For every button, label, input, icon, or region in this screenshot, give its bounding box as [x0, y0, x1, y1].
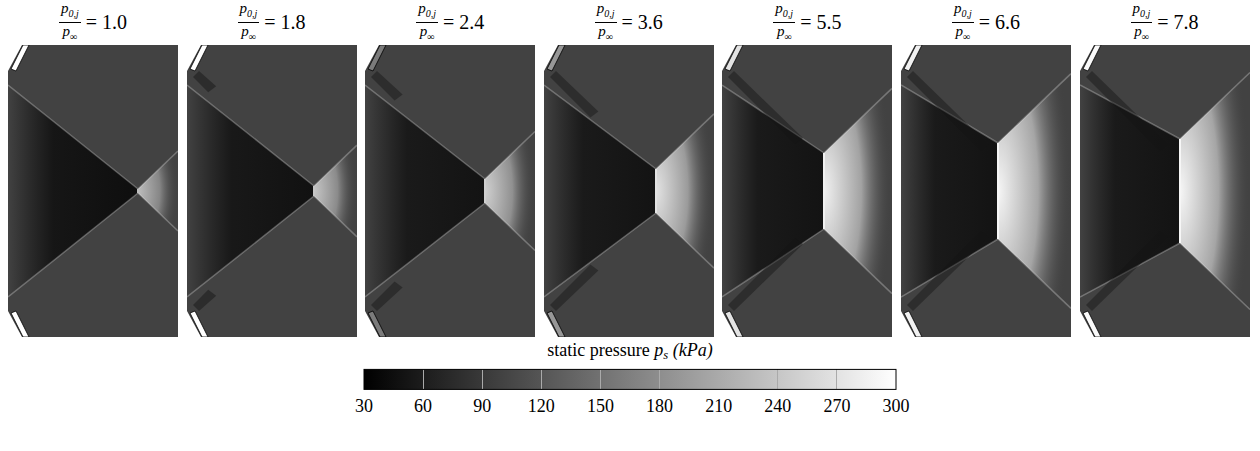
html-text:= 1.8: = 1.8 — [264, 10, 306, 33]
svg-text:180: 180 — [646, 396, 673, 416]
svg-text:270: 270 — [823, 396, 850, 416]
html-text:= 2.4: = 2.4 — [442, 10, 485, 33]
html-text:= 7.8: = 7.8 — [1157, 10, 1199, 33]
html-text:p0,j: p0,j — [239, 0, 258, 19]
html-text:p∞: p∞ — [241, 22, 256, 42]
svg-text:240: 240 — [764, 396, 791, 416]
html-text:p∞: p∞ — [1134, 22, 1149, 42]
html-text:p∞: p∞ — [598, 22, 613, 42]
html-text:p0,j: p0,j — [61, 0, 79, 19]
svg-text:60: 60 — [414, 396, 432, 416]
svg-text:150: 150 — [587, 396, 614, 416]
html-text:p∞: p∞ — [62, 22, 78, 42]
html-text:= 6.6: = 6.6 — [978, 10, 1020, 33]
svg-text:300: 300 — [883, 396, 910, 416]
svg-text:static pressure p​s​ (kPa): static pressure p​s​ (kPa) — [547, 340, 712, 362]
html-text:p0,j: p0,j — [954, 0, 972, 19]
svg-text:210: 210 — [705, 396, 732, 416]
html-text:p∞: p∞ — [955, 22, 971, 42]
html-text:= 5.5: = 5.5 — [800, 10, 842, 33]
html-text:= 3.6: = 3.6 — [621, 10, 663, 33]
html-text:= 1.0: = 1.0 — [85, 10, 127, 33]
svg-text:30: 30 — [355, 396, 373, 416]
svg-text:120: 120 — [528, 396, 555, 416]
svg-text:90: 90 — [473, 396, 491, 416]
html-text:p∞: p∞ — [419, 22, 435, 42]
html-text:p0,j: p0,j — [775, 0, 794, 19]
html-text:p0,j: p0,j — [1132, 0, 1151, 19]
html-text:p0,j: p0,j — [596, 0, 615, 19]
html-text:p0,j: p0,j — [418, 0, 436, 19]
html-text:p∞: p∞ — [776, 22, 792, 42]
